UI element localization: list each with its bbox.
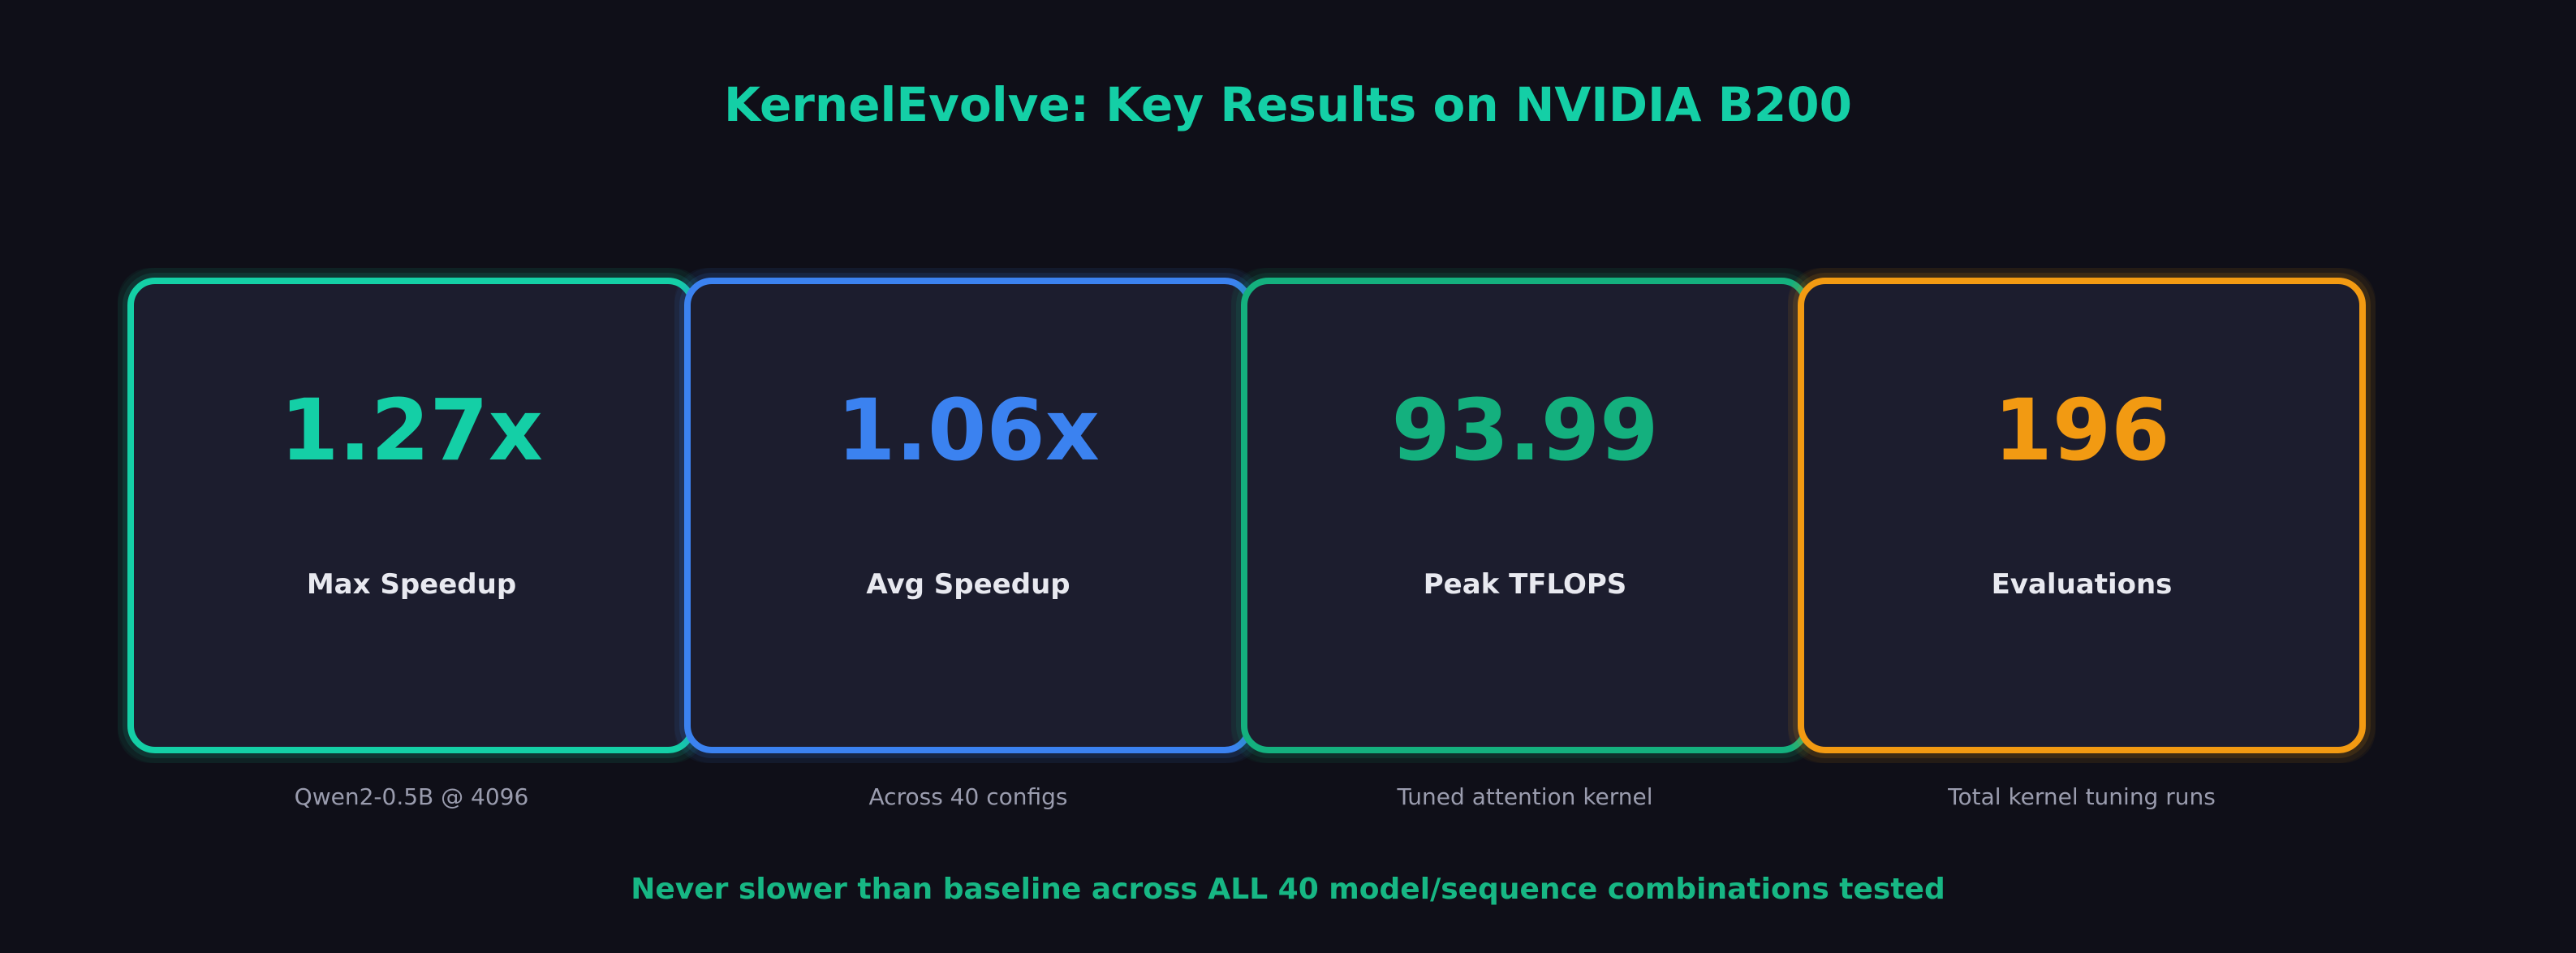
stat-label: Avg Speedup: [866, 568, 1070, 601]
stat-card-evaluations-wrapper: 196 Evaluations: [1788, 268, 2376, 763]
stat-caption: Qwen2-0.5B @ 4096: [294, 783, 529, 810]
stat-card-evaluations: 196 Evaluations: [1798, 278, 2366, 753]
stat-caption: Total kernel tuning runs: [1948, 783, 2216, 810]
stat-card-peak-tflops-wrapper: 93.99 Peak TFLOPS: [1231, 268, 1819, 763]
stat-value: 1.27x: [280, 381, 543, 480]
stat-card-peak-tflops: 93.99 Peak TFLOPS: [1241, 278, 1809, 753]
stat-card-max-speedup-wrapper: 1.27x Max Speedup: [118, 268, 705, 763]
footer-note: Never slower than baseline across ALL 40…: [631, 873, 1945, 906]
stat-label: Max Speedup: [306, 568, 517, 601]
stat-caption: Across 40 configs: [868, 783, 1068, 810]
stat-value: 196: [1993, 381, 2170, 480]
stat-caption: Tuned attention kernel: [1397, 783, 1653, 810]
page-title: KernelEvolve: Key Results on NVIDIA B200: [724, 77, 1852, 132]
stat-value: 93.99: [1391, 381, 1659, 480]
stat-label: Evaluations: [1991, 568, 2173, 601]
stat-card-avg-speedup: 1.06x Avg Speedup: [684, 278, 1252, 753]
stat-card-max-speedup: 1.27x Max Speedup: [127, 278, 696, 753]
stat-value: 1.06x: [837, 381, 1100, 480]
stat-label: Peak TFLOPS: [1423, 568, 1627, 601]
stat-card-avg-speedup-wrapper: 1.06x Avg Speedup: [674, 268, 1262, 763]
